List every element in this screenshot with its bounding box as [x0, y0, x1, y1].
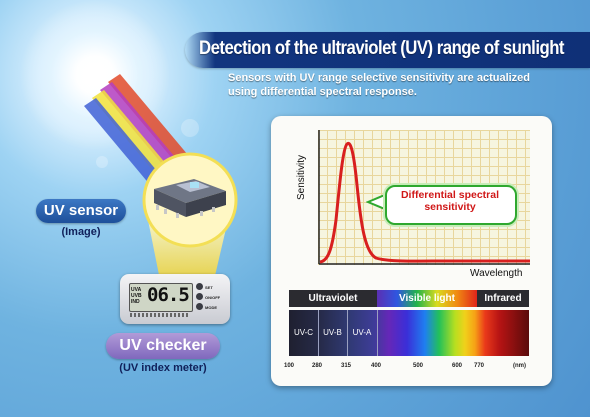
- callout-line-1: Differential spectral: [400, 189, 500, 201]
- lcd-prefix-uva: UVA: [131, 287, 142, 293]
- lcd-prefix-uvb: UVB: [131, 293, 142, 299]
- spectrum-bar: [289, 310, 529, 356]
- tick-600: 600: [452, 363, 463, 369]
- band-infrared: Infrared: [484, 293, 522, 304]
- x-axis-label: Wavelength: [470, 268, 523, 279]
- lcd-prefix-ind: IND: [131, 299, 140, 305]
- uv-divider: [347, 310, 348, 356]
- title-bar: [185, 32, 590, 68]
- tick-unit-nm: (nm): [513, 363, 526, 369]
- uv-checker-label: UV checker: [106, 333, 220, 359]
- lens-flare: [96, 156, 108, 168]
- differential-sensitivity-callout: [385, 185, 517, 225]
- uv-a-label: UV-A: [352, 328, 372, 337]
- callout-line-2: sensitivity: [424, 201, 476, 213]
- lcd-scale: [130, 313, 190, 317]
- uv-sensor-chip: [154, 179, 226, 218]
- set-button-label: SET: [205, 285, 213, 290]
- uv-divider: [318, 310, 319, 356]
- lcd-value: 06.5: [147, 284, 190, 306]
- sensitivity-curve: [318, 130, 530, 265]
- tick-400: 400: [371, 363, 382, 369]
- lcd-display: [129, 283, 193, 312]
- page-title: Detection of the ultraviolet (UV) range …: [199, 37, 565, 59]
- mode-button[interactable]: [196, 303, 203, 310]
- mode-button-label: MODE: [205, 305, 217, 310]
- uv-sensor-caption: (Image): [61, 226, 101, 238]
- uv-sensor-label: UV sensor: [36, 199, 126, 223]
- lens-flare: [181, 119, 199, 137]
- tick-500: 500: [413, 363, 424, 369]
- band-visible-light: Visible light: [399, 293, 455, 304]
- tick-770: 770: [474, 363, 485, 369]
- tick-315: 315: [341, 363, 352, 369]
- uv-c-label: UV-C: [293, 328, 314, 337]
- power-button-label: ON/OFF: [205, 295, 221, 300]
- band-visible-header-bg: [377, 290, 477, 307]
- set-button[interactable]: [196, 283, 203, 290]
- power-button[interactable]: [196, 293, 203, 300]
- uv-b-label: UV-B: [323, 328, 342, 337]
- uv-checker-caption: (UV index meter): [119, 362, 207, 374]
- y-axis-label: Sensitivity: [296, 154, 307, 200]
- band-ultraviolet: Ultraviolet: [308, 293, 358, 304]
- subtitle-line-1: Sensors with UV range selective sensitiv…: [228, 72, 531, 84]
- curve-line: [319, 141, 530, 264]
- tick-280: 280: [312, 363, 323, 369]
- subtitle-line-2: using differential spectral response.: [228, 86, 417, 98]
- uv-divider: [377, 310, 378, 356]
- tick-100: 100: [284, 363, 295, 369]
